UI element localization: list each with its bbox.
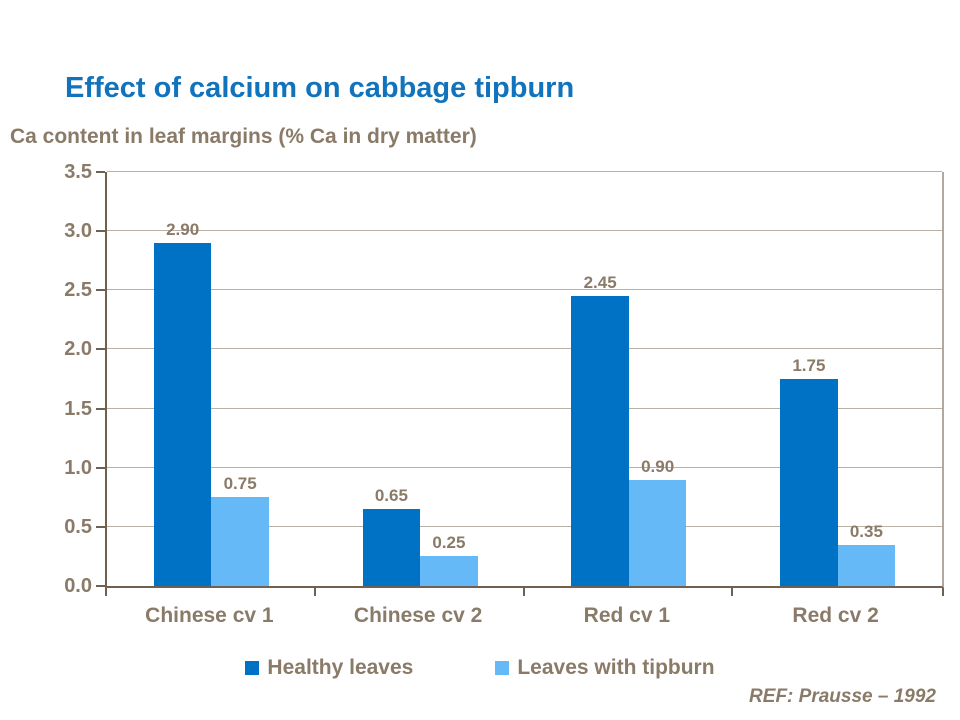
x-axis-tick — [942, 588, 944, 596]
bar-value-label: 0.75 — [223, 474, 257, 494]
y-axis-tick — [96, 466, 105, 469]
bar-healthy-leaves — [362, 509, 421, 586]
chart-subtitle: Ca content in leaf margins (% Ca in dry … — [10, 125, 477, 148]
legend-item: Healthy leaves — [245, 656, 413, 680]
y-axis-tick-label: 0.0 — [64, 575, 92, 597]
bar-value-label: 0.35 — [849, 521, 883, 541]
bar-healthy-leaves — [780, 379, 838, 586]
y-axis-tick — [96, 525, 105, 528]
bar-healthy-leaves — [153, 242, 212, 586]
y-axis-tick-label: 3.5 — [64, 161, 92, 183]
bar-leaves-with-tipburn — [837, 544, 896, 586]
x-axis-tick — [313, 588, 316, 596]
bar-leaves-with-tipburn — [420, 556, 478, 586]
y-axis-tick — [96, 230, 105, 233]
bar-value-label: 2.90 — [166, 219, 200, 239]
y-gridline — [107, 466, 942, 468]
legend-swatch-icon — [245, 661, 260, 675]
legend-item: Leaves with tipburn — [495, 656, 715, 680]
x-axis-category-label: Red cv 1 — [583, 604, 671, 627]
x-axis-tick — [731, 588, 734, 596]
y-axis-tick — [96, 348, 105, 351]
legend-label: Leaves with tipburn — [517, 656, 715, 679]
x-axis-tick — [522, 588, 525, 596]
bar-value-label: 2.45 — [583, 273, 617, 293]
y-axis-tick-label: 3.0 — [64, 220, 92, 243]
reference-text: REF: Prausse – 1992 — [749, 686, 936, 707]
y-axis-tick-label: 1.5 — [64, 397, 92, 420]
y-axis-tick-label: 0.5 — [64, 515, 92, 538]
y-gridline — [107, 289, 942, 291]
chart-title: Effect of calcium on cabbage tipburn — [65, 72, 575, 104]
bar-value-label: 1.75 — [792, 356, 826, 375]
y-axis-tick — [96, 585, 105, 587]
y-gridline — [107, 407, 942, 409]
x-axis-category-label: Red cv 2 — [792, 604, 879, 627]
bar-value-label: 0.90 — [641, 456, 675, 476]
y-axis-tick — [96, 289, 105, 292]
chart-legend: Healthy leaves Leaves with tipburn — [0, 656, 960, 680]
bar-healthy-leaves — [571, 296, 629, 586]
bar-value-label: 0.25 — [432, 533, 466, 553]
y-gridline — [107, 348, 942, 350]
y-axis-tick — [96, 407, 105, 410]
y-axis-tick-label: 2.5 — [64, 279, 92, 302]
legend-swatch-icon — [495, 661, 510, 675]
x-axis-tick — [105, 588, 107, 596]
y-axis-tick — [96, 171, 105, 173]
x-axis-category-label: Chinese cv 1 — [145, 604, 274, 627]
y-gridline — [107, 171, 942, 172]
plot-area: 2.90 0.75 0.65 0.25 2.45 0.90 1.75 0.35 — [105, 171, 944, 588]
y-axis-tick-label: 2.0 — [64, 338, 92, 361]
y-gridline — [107, 230, 942, 232]
y-gridline — [107, 525, 942, 527]
bar-leaves-with-tipburn — [211, 497, 269, 586]
bar-leaves-with-tipburn — [628, 479, 687, 586]
legend-label: Healthy leaves — [267, 656, 414, 679]
bar-value-label: 0.65 — [374, 486, 408, 506]
y-axis-tick-label: 1.0 — [64, 456, 92, 479]
x-axis-category-label: Chinese cv 2 — [353, 604, 483, 627]
